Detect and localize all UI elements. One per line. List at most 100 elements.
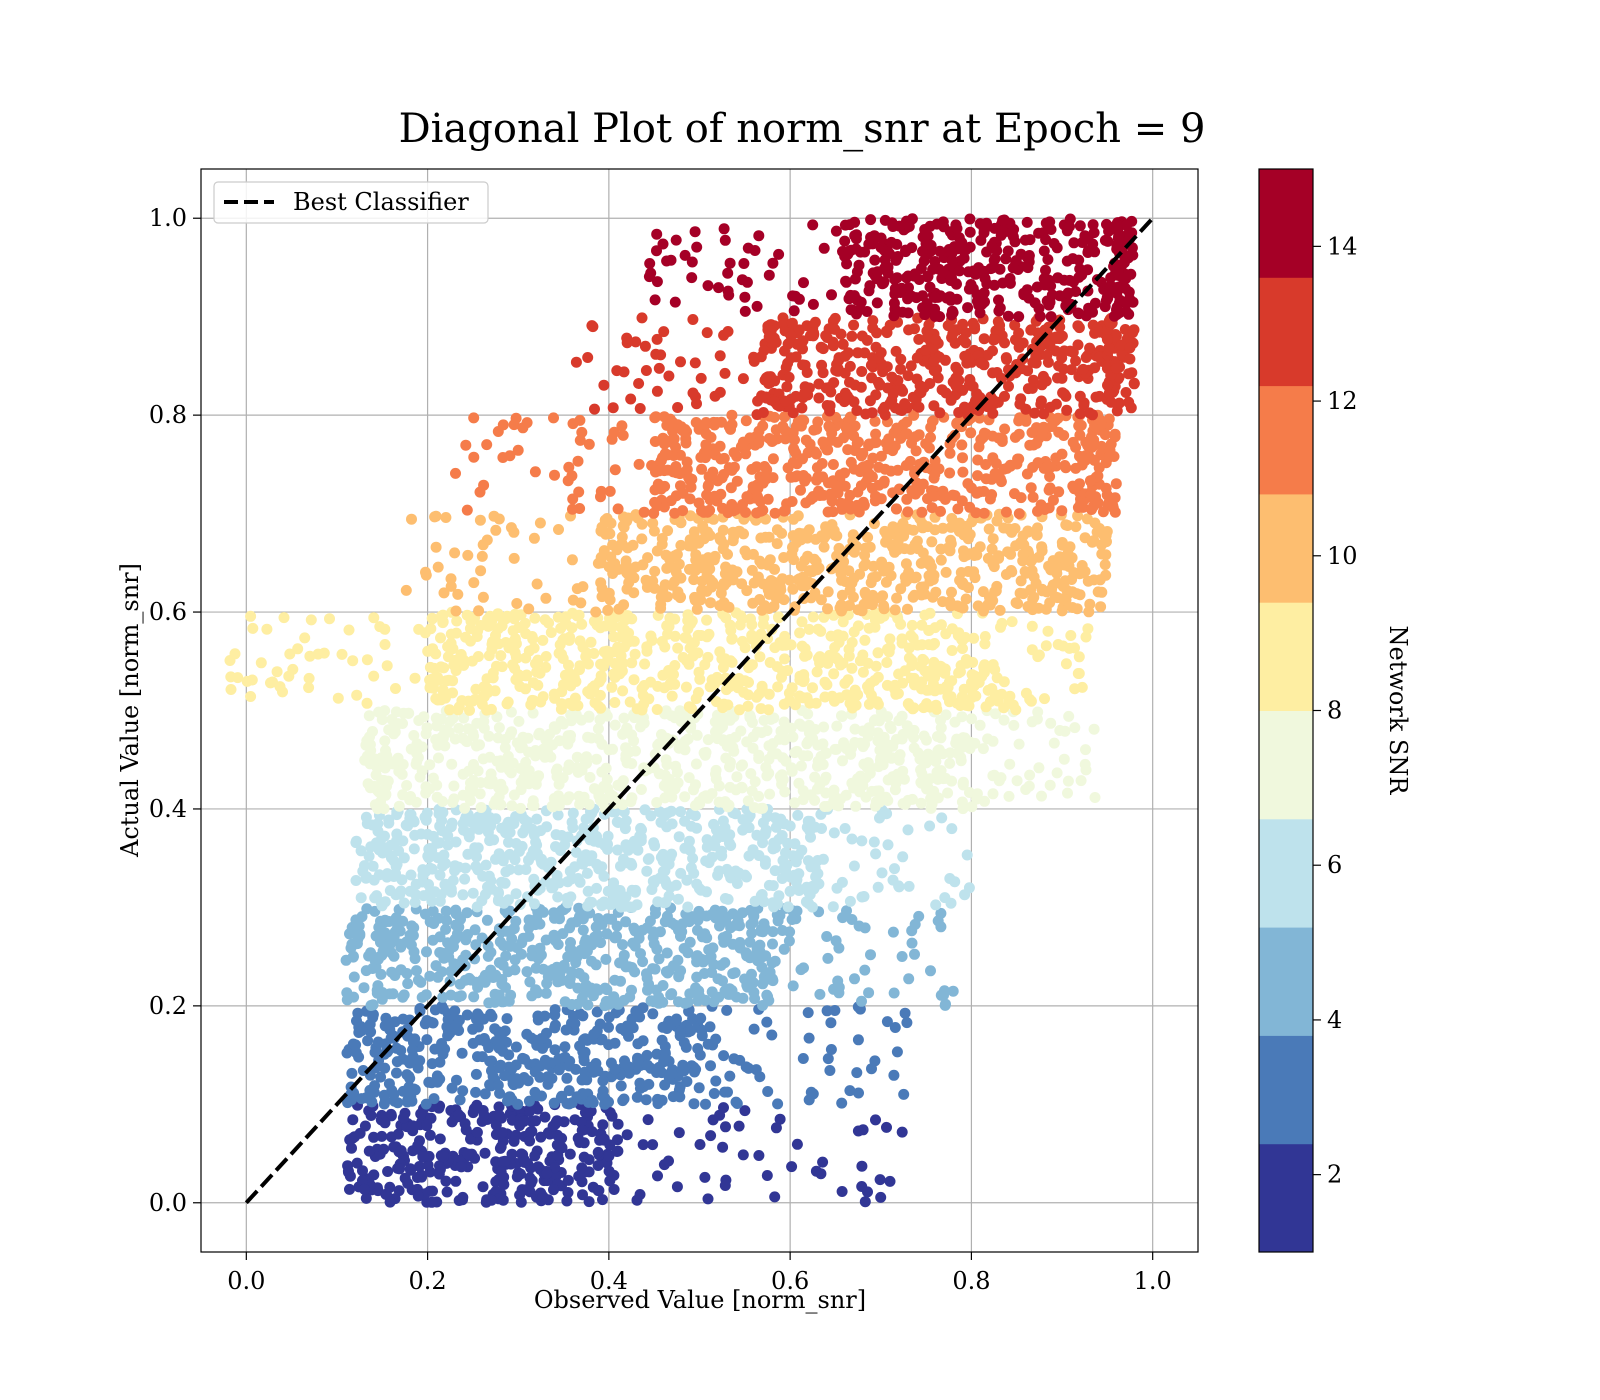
scatter-point [857, 447, 869, 459]
scatter-point [690, 779, 701, 791]
scatter-point [1064, 345, 1076, 357]
scatter-point [757, 837, 769, 849]
scatter-point [549, 1044, 561, 1056]
scatter-point [463, 972, 475, 984]
scatter-point [485, 834, 497, 846]
scatter-point [539, 1111, 551, 1123]
scatter-point [491, 755, 503, 767]
scatter-point [840, 422, 852, 434]
scatter-point [541, 977, 553, 989]
scatter-point [783, 371, 795, 383]
scatter-point [475, 802, 487, 813]
scatter-point [1069, 722, 1081, 734]
scatter-point [1017, 555, 1029, 567]
scatter-point [784, 820, 796, 832]
scatter-point [1105, 396, 1117, 408]
scatter-point [717, 1141, 729, 1153]
scatter-point [844, 489, 856, 501]
scatter-point [929, 524, 941, 536]
scatter-point [958, 683, 970, 695]
scatter-point [589, 697, 601, 709]
scatter-point [684, 936, 696, 948]
scatter-point [501, 1013, 513, 1025]
scatter-point [903, 973, 915, 985]
scatter-point [942, 787, 954, 799]
scatter-point [697, 520, 709, 532]
scatter-point [731, 1098, 743, 1109]
scatter-point [728, 745, 740, 757]
scatter-point [828, 668, 840, 680]
scatter-point [549, 1022, 561, 1034]
scatter-point [803, 1094, 815, 1106]
scatter-point [454, 978, 466, 990]
scatter-point [753, 790, 765, 802]
scatter-point [704, 1021, 716, 1033]
scatter-point [380, 754, 392, 766]
scatter-point [441, 1186, 453, 1198]
scatter-point [1040, 640, 1052, 652]
scatter-point [796, 640, 808, 652]
scatter-point [994, 473, 1006, 485]
scatter-point [990, 708, 1001, 720]
scatter-point [609, 671, 621, 682]
scatter-point [896, 633, 908, 645]
scatter-point [428, 682, 440, 694]
scatter-point [385, 1108, 397, 1120]
scatter-point [727, 505, 739, 517]
scatter-point [776, 671, 787, 683]
scatter-point [409, 896, 421, 908]
scatter-point [753, 753, 765, 764]
scatter-point [522, 1075, 534, 1087]
scatter-point [603, 1150, 615, 1162]
scatter-point [746, 927, 758, 939]
scatter-point [457, 768, 469, 780]
scatter-point [703, 471, 715, 483]
scatter-point [528, 642, 540, 654]
scatter-point [1026, 565, 1038, 577]
scatter-point [394, 888, 406, 900]
scatter-point [662, 783, 674, 795]
scatter-point [488, 798, 500, 810]
scatter-point [530, 962, 542, 974]
scatter-point [465, 786, 477, 798]
scatter-point [640, 1094, 652, 1106]
scatter-point [838, 432, 850, 444]
scatter-point [620, 916, 632, 928]
scatter-point [696, 505, 707, 517]
scatter-point [891, 1046, 903, 1058]
scatter-point [532, 953, 544, 965]
scatter-point [812, 471, 824, 483]
scatter-point [1025, 324, 1037, 336]
scatter-point [718, 698, 730, 710]
scatter-point [645, 995, 657, 1007]
scatter-point [817, 343, 829, 355]
scatter-point [414, 1055, 426, 1067]
scatter-point [747, 844, 759, 856]
scatter-point [1065, 630, 1077, 641]
scatter-point [827, 340, 839, 352]
scatter-point [618, 712, 630, 724]
scatter-point [811, 783, 823, 795]
scatter-point [1070, 462, 1082, 474]
scatter-point [817, 1156, 829, 1168]
scatter-point [989, 689, 1001, 701]
scatter-point [682, 996, 694, 1008]
scatter-point [805, 493, 817, 505]
scatter-point [751, 461, 763, 473]
scatter-point [807, 611, 819, 623]
scatter-point [865, 949, 876, 961]
scatter-point [357, 1165, 368, 1177]
scatter-point [506, 1148, 518, 1160]
scatter-point [477, 870, 489, 882]
scatter-point [863, 438, 875, 450]
scatter-point [963, 882, 975, 894]
scatter-point [957, 803, 969, 815]
scatter-point [1057, 363, 1069, 375]
scatter-point [739, 1105, 751, 1117]
scatter-point [999, 337, 1010, 349]
scatter-point [971, 788, 983, 800]
scatter-point [755, 703, 767, 715]
scatter-point [641, 922, 653, 934]
scatter-point [759, 461, 771, 472]
scatter-point [674, 705, 686, 717]
